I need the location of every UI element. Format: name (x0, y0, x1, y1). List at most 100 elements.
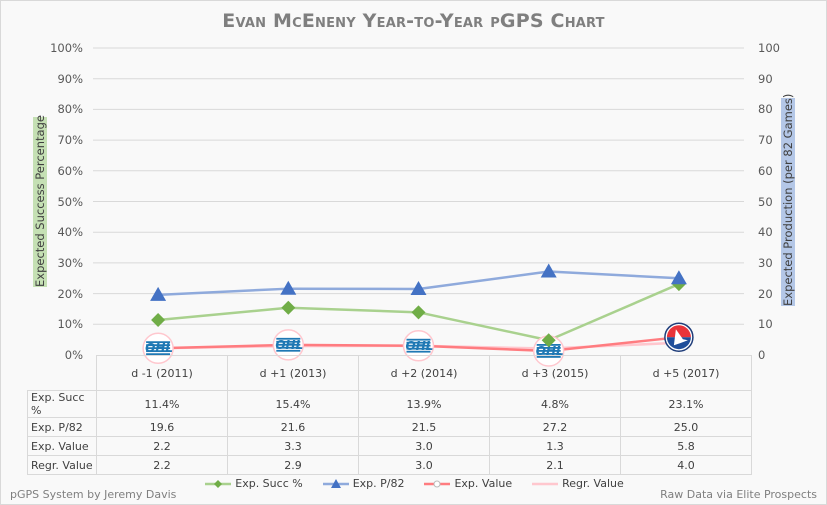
ohl-logo-stripe (146, 347, 171, 350)
category-label: d +5 (2017) (620, 355, 752, 391)
ohl-logo-icon: OHL (402, 330, 435, 362)
ohl-logo-stripe (406, 350, 431, 353)
legend-item: Regr. Value (530, 477, 624, 490)
table-row: Regr. Value 2.2 2.9 3.0 2.1 4.0 (27, 455, 752, 475)
right-tick-label: 50 (758, 194, 773, 209)
p82-triangle-point (670, 270, 687, 285)
ohl-logo-stripe (406, 344, 431, 347)
table-cell: 1.3 (489, 436, 621, 456)
right-tick-label: 90 (758, 71, 773, 86)
table-cell: 15.4% (227, 390, 359, 418)
left-tick-label: 50% (57, 194, 83, 209)
right-tick-label: 100 (758, 41, 780, 55)
right-tick-label: 40 (758, 225, 773, 240)
legend-label: Exp. Value (454, 477, 513, 490)
right-tick-label: 60 (758, 163, 773, 178)
p82-triangle-point (540, 263, 557, 278)
legend-marker (433, 480, 441, 487)
legend-label: Exp. Succ % (235, 477, 303, 490)
table-cell: 3.0 (358, 436, 490, 456)
ohl-logo-text: OHL (406, 339, 434, 353)
table-cell: 13.9% (358, 390, 490, 418)
succ-diamond-point (411, 305, 426, 320)
chart-title: Evan McEneny Year-to-Year pGPS Chart (222, 10, 605, 32)
table-cell: 19.6 (96, 417, 228, 437)
table-cell: 21.6 (227, 417, 359, 437)
ohl-logo-stripe (406, 338, 431, 341)
left-tick-label: 40% (57, 225, 83, 240)
right-tick-label: 10 (758, 317, 773, 332)
table-cell: 2.2 (96, 455, 228, 475)
table-row: Exp. Value 2.2 3.3 3.0 1.3 5.8 (27, 436, 752, 456)
ohl-logo-text: OHL (275, 338, 303, 352)
legend-item: Exp. Succ % (203, 477, 303, 490)
succ-diamond-point (281, 300, 296, 315)
category-label: d +2 (2014) (358, 355, 490, 391)
right-tick-label: 70 (758, 133, 773, 148)
left-tick-label: 70% (57, 133, 83, 148)
table-row: Exp. Succ % 11.4% 15.4% 13.9% 4.8% 23.1% (27, 390, 752, 418)
ohl-logo-text: OHL (145, 341, 173, 355)
succ-diamond-point (541, 333, 556, 348)
right-tick-label: 20 (758, 286, 773, 301)
legend-item: Exp. Value (422, 477, 512, 490)
table-cell: 4.0 (620, 455, 752, 475)
ohl-logo-stripe (276, 337, 301, 340)
ohl-logo-stripe (536, 353, 561, 355)
table-cell: 4.8% (489, 390, 621, 418)
ohl-logo-stripe (276, 343, 301, 346)
table-cell: 23.1% (620, 390, 752, 418)
p82-triangle-point (280, 280, 297, 295)
ohl-logo-stripe (536, 347, 561, 349)
legend: Exp. Succ % Exp. P/82 Exp. Value Regr. Valu… (0, 477, 827, 490)
table-cell: 2.2 (96, 436, 228, 456)
table-cell: 3.0 (358, 455, 490, 475)
ohl-logo-stripe (276, 340, 301, 343)
table-cell: 5.8 (620, 436, 752, 456)
legend-swatch-icon (322, 478, 349, 488)
table-cell: 2.1 (489, 455, 621, 475)
row-header: Exp. Succ % (27, 390, 97, 418)
row-header: Exp. P/82 (27, 417, 97, 437)
legend-marker (214, 479, 223, 488)
p82-triangle-point (410, 280, 427, 295)
legend-label: Exp. P/82 (352, 477, 405, 490)
left-tick-label: 60% (57, 163, 83, 178)
table-cell: 27.2 (489, 417, 621, 437)
ohl-logo-stripe (406, 341, 431, 344)
ohl-logo-stripe (146, 350, 171, 353)
category-label: d -1 (2011) (96, 355, 228, 391)
legend-label: Regr. Value (562, 477, 624, 490)
table-cell: 2.9 (227, 455, 359, 475)
p82-triangle-point (150, 286, 167, 301)
category-label: d +3 (2015) (489, 355, 621, 391)
row-header: Regr. Value (27, 455, 97, 475)
table-corner (27, 355, 97, 391)
ohl-logo-text: OHL (536, 344, 564, 358)
right-tick-label: 80 (758, 102, 773, 117)
ohl-logo-stripe (146, 353, 171, 356)
left-tick-label: 30% (57, 255, 83, 270)
ahl-logo-icon (664, 322, 694, 352)
category-label: d +1 (2013) (227, 355, 359, 391)
footer-source: Raw Data via Elite Prospects (660, 488, 817, 501)
left-tick-label: 100% (50, 41, 83, 55)
data-table: d -1 (2011) d +1 (2013) d +2 (2014) d +3 (2… (27, 355, 752, 475)
right-tick-label: 30 (758, 255, 773, 270)
ahl-logo-top (666, 325, 691, 338)
table-row: Exp. P/82 19.6 21.6 21.5 27.2 25.0 (27, 417, 752, 437)
left-tick-label: 80% (57, 102, 83, 117)
legend-swatch-icon (205, 479, 232, 488)
ohl-logo-stripe (276, 346, 301, 349)
legend-swatch-icon (424, 480, 451, 487)
ohl-logo-stripe (146, 344, 171, 347)
table-cell: 25.0 (620, 417, 752, 437)
legend-marker (330, 478, 341, 488)
row-header: Exp. Value (27, 436, 97, 456)
table-cell: 11.4% (96, 390, 228, 418)
ohl-logo-stripe (406, 347, 431, 350)
left-tick-label: 10% (57, 317, 83, 332)
table-header-row: d -1 (2011) d +1 (2013) d +2 (2014) d +3 (2… (27, 355, 752, 391)
legend-item: Exp. P/82 (321, 477, 405, 490)
